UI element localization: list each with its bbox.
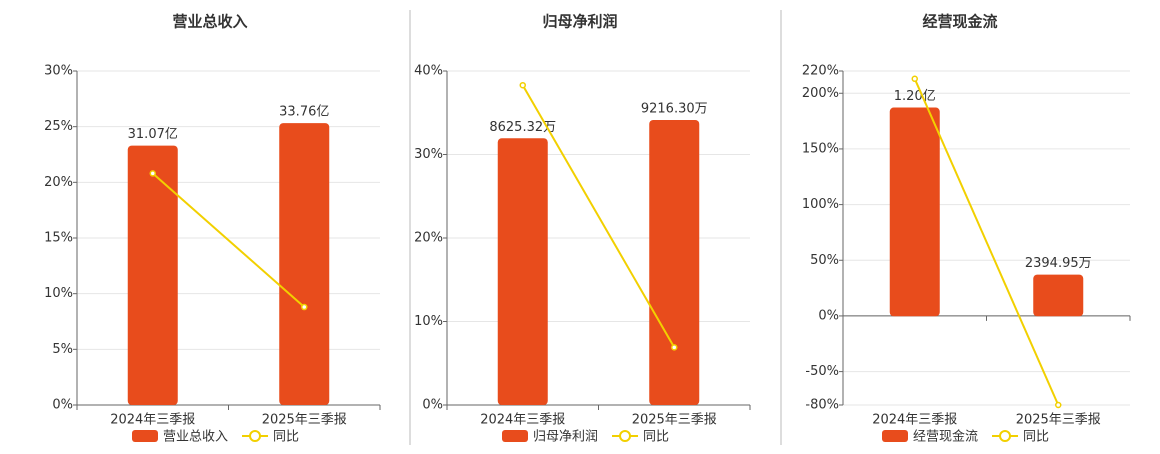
bar <box>1033 274 1084 317</box>
y-tick-label: 0% <box>818 308 839 323</box>
bar-value-label: 33.76亿 <box>279 105 329 120</box>
legend-swatch <box>249 430 262 442</box>
x-tick-label: 2024年三季报 <box>480 413 565 428</box>
line-marker <box>149 170 156 177</box>
bar <box>497 138 548 405</box>
y-tick-label: 5% <box>52 342 73 357</box>
y-tick-label: 0% <box>422 398 443 413</box>
legend-swatch <box>619 430 632 442</box>
legend-swatch <box>882 430 908 442</box>
y-tick-label: -80% <box>805 398 839 413</box>
y-tick-label: 20% <box>44 175 73 190</box>
bar-value-label: 31.07亿 <box>128 127 178 142</box>
chart-title: 营业总收入 <box>172 13 247 31</box>
line-marker <box>1055 401 1062 409</box>
legend-label: 同比 <box>1023 430 1049 445</box>
y-tick-label: 10% <box>414 314 443 329</box>
bar <box>127 145 178 406</box>
line <box>913 78 1060 406</box>
line-marker <box>671 344 678 351</box>
y-tick-label: 40% <box>414 64 443 79</box>
y-tick-label: 0% <box>52 398 73 413</box>
line-marker <box>301 303 308 311</box>
y-tick-label: 200% <box>802 86 839 101</box>
x-tick-label: 2024年三季报 <box>872 413 957 428</box>
x-tick-label: 2024年三季报 <box>110 413 195 428</box>
x-tick-label: 2025年三季报 <box>632 413 717 428</box>
bar <box>889 107 940 317</box>
line-marker <box>911 75 918 83</box>
bar-value-label: 8625.32万 <box>489 120 556 135</box>
y-tick-label: 150% <box>802 141 839 156</box>
bar <box>649 119 700 405</box>
x-tick-label: 2025年三季报 <box>1016 413 1101 428</box>
legend-swatch <box>132 430 158 442</box>
legend-swatch <box>502 430 528 442</box>
y-tick-label: 50% <box>810 253 839 268</box>
bar <box>279 123 330 405</box>
line-marker <box>519 81 526 89</box>
line <box>152 172 305 308</box>
legend-label: 归母净利润 <box>533 430 598 445</box>
y-tick-label: 15% <box>44 231 73 246</box>
y-tick-label: 100% <box>802 197 839 212</box>
legend-label: 经营现金流 <box>913 429 978 445</box>
y-tick-label: 25% <box>44 119 73 134</box>
y-tick-label: 30% <box>44 64 73 79</box>
legend-label: 同比 <box>273 430 299 445</box>
legend-swatch <box>999 430 1012 442</box>
y-tick-label: 30% <box>414 147 443 162</box>
y-tick-label: 10% <box>44 286 73 301</box>
chart-title: 经营现金流 <box>922 13 997 31</box>
y-tick-label: -50% <box>805 364 839 379</box>
legend-label: 营业总收入 <box>163 430 228 445</box>
y-tick-label: 20% <box>414 231 443 246</box>
y-tick-label: 220% <box>802 64 839 79</box>
x-tick-label: 2025年三季报 <box>262 413 347 428</box>
bar-value-label: 9216.30万 <box>641 101 708 116</box>
bar-value-label: 2394.95万 <box>1025 256 1092 271</box>
bar-value-label: 1.20亿 <box>894 89 936 104</box>
line <box>521 84 676 348</box>
chart-title: 归母净利润 <box>542 13 617 31</box>
legend-label: 同比 <box>643 430 669 445</box>
